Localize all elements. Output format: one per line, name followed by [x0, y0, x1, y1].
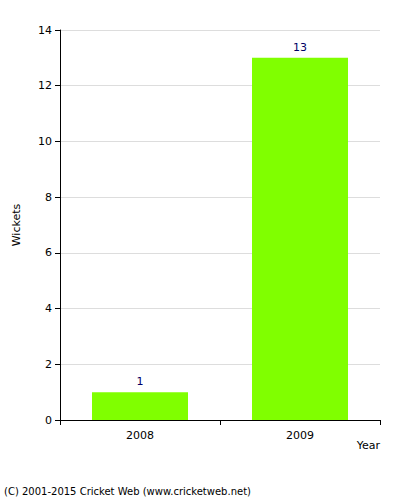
svg-text:2009: 2009	[286, 429, 314, 442]
svg-text:Year: Year	[356, 439, 381, 452]
svg-text:13: 13	[293, 41, 307, 54]
svg-text:6: 6	[45, 246, 52, 259]
svg-text:4: 4	[45, 302, 52, 315]
svg-text:1: 1	[137, 375, 144, 388]
svg-text:2008: 2008	[126, 429, 154, 442]
svg-text:2: 2	[45, 358, 52, 371]
svg-text:0: 0	[45, 414, 52, 427]
svg-text:8: 8	[45, 191, 52, 204]
svg-text:14: 14	[38, 24, 52, 37]
svg-text:(C) 2001-2015 Cricket Web (www: (C) 2001-2015 Cricket Web (www.cricketwe…	[4, 486, 251, 497]
svg-text:Wickets: Wickets	[10, 203, 23, 246]
svg-text:10: 10	[38, 135, 52, 148]
svg-text:12: 12	[38, 79, 52, 92]
